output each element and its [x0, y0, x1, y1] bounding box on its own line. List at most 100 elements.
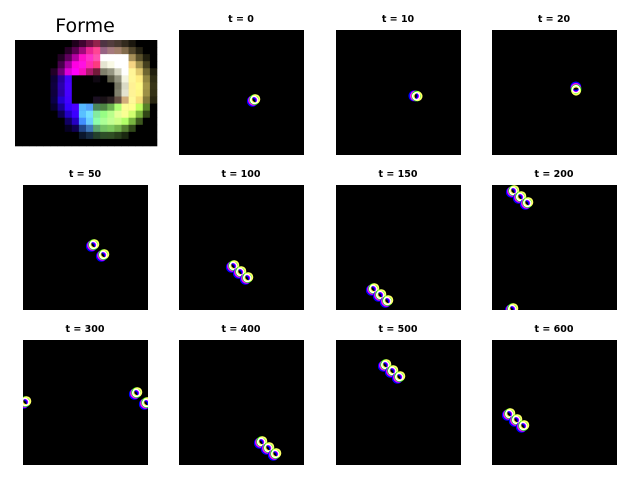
forme-pixel: [57, 110, 65, 119]
forme-pixel: [107, 138, 115, 147]
forme-pixel: [107, 75, 115, 83]
panel-t50: t = 50: [23, 169, 148, 310]
forme-pixel: [57, 89, 65, 97]
forme-pixel: [64, 82, 73, 90]
forme-pixel: [71, 131, 80, 140]
forme-pixel: [114, 61, 122, 69]
forme-pixel: [100, 54, 108, 62]
forme-pixel: [71, 82, 80, 90]
forme-pixel: [43, 61, 51, 69]
forme-pixel: [142, 61, 151, 69]
panel-title: t = 500: [379, 324, 418, 335]
forme-pixel: [36, 117, 44, 126]
forme-pixel: [128, 103, 136, 111]
forme-pixel: [142, 117, 151, 126]
forme-pixel: [86, 117, 94, 126]
panel-title: t = 100: [222, 169, 261, 180]
forme-pixel: [114, 117, 122, 126]
panel-frame: [336, 185, 461, 310]
forme-pixel: [114, 96, 122, 104]
panel-frame: [336, 340, 461, 465]
forme-pixel: [107, 54, 115, 62]
forme-pixel: [107, 96, 115, 104]
panel-frame: [23, 185, 148, 310]
forme-pixel: [121, 124, 129, 133]
forme-pixel: [142, 89, 151, 97]
panel-t150: t = 150: [336, 169, 461, 310]
forme-pixel: [121, 103, 129, 111]
forme-pixel: [78, 96, 87, 104]
forme-pixel: [50, 40, 58, 48]
forme-pixel: [71, 54, 80, 62]
forme-pixel: [93, 40, 101, 48]
panel-t100: t = 100: [179, 169, 304, 310]
forme-pixel: [114, 47, 122, 55]
forme-pixel: [71, 110, 80, 119]
forme-pixel: [36, 75, 44, 83]
forme-pixel: [36, 47, 44, 55]
forme-pixel: [29, 68, 37, 76]
forme-pixel: [50, 75, 58, 83]
forme-pixel: [78, 110, 87, 119]
forme-pixel: [100, 68, 108, 76]
forme-pixel: [107, 117, 115, 126]
forme-pixel: [93, 61, 101, 69]
panel-title: t = 300: [66, 324, 105, 335]
forme-pixel: [22, 89, 30, 97]
forme-pixel: [100, 61, 108, 69]
forme-pixel: [50, 117, 58, 126]
forme-pixel: [78, 68, 87, 76]
forme-pixel: [57, 61, 65, 69]
forme-pixel: [57, 138, 65, 147]
forme-pixel: [128, 117, 136, 126]
forme-pixel: [128, 89, 136, 97]
panel-title: t = 50: [69, 169, 102, 180]
forme-pixel: [135, 96, 144, 104]
panel-title: t = 150: [379, 169, 418, 180]
forme-pixel: [142, 40, 151, 48]
forme-pixel: [128, 40, 136, 48]
forme-pixel: [36, 40, 44, 48]
forme-pixel: [15, 138, 23, 147]
forme-pixel: [50, 54, 58, 62]
forme-pixel: [93, 124, 101, 133]
forme-pixel: [64, 96, 73, 104]
forme-pixel: [22, 96, 30, 104]
forme-pixel: [86, 54, 94, 62]
forme-pixel: [22, 75, 30, 83]
forme-pixel: [135, 138, 144, 147]
forme-pixel: [29, 47, 37, 55]
forme-pixel: [107, 89, 115, 97]
forme-pixel: [29, 89, 37, 97]
forme-pixel: [107, 61, 115, 69]
forme-pixel: [78, 61, 87, 69]
forme-pixel: [64, 47, 73, 55]
forme-pixel: [100, 103, 108, 111]
forme-pixel: [50, 89, 58, 97]
forme-pixel: [128, 61, 136, 69]
forme-pixel: [149, 131, 158, 140]
forme-pixel: [57, 82, 65, 90]
forme-pixel: [149, 117, 158, 126]
forme-pixel: [121, 117, 129, 126]
forme-pixel: [64, 138, 73, 147]
panel-frame: [336, 30, 461, 155]
forme-pixel: [36, 138, 44, 147]
forme-pixel: [149, 82, 158, 90]
forme-pixel: [86, 124, 94, 133]
forme-pixel: [135, 40, 144, 48]
forme-pixel: [43, 54, 51, 62]
forme-pixel: [86, 103, 94, 111]
forme-pixel: [29, 124, 37, 133]
forme-pixel: [100, 47, 108, 55]
forme-pixel: [93, 110, 101, 119]
forme-pixel: [107, 82, 115, 90]
forme-pixel: [149, 54, 158, 62]
forme-pixel: [107, 68, 115, 76]
forme-pixel: [64, 103, 73, 111]
forme-pixel: [50, 110, 58, 119]
forme-pixel: [43, 117, 51, 126]
forme-pixel: [22, 61, 30, 69]
forme-pixel: [86, 96, 94, 104]
forme-pixel: [71, 40, 80, 48]
